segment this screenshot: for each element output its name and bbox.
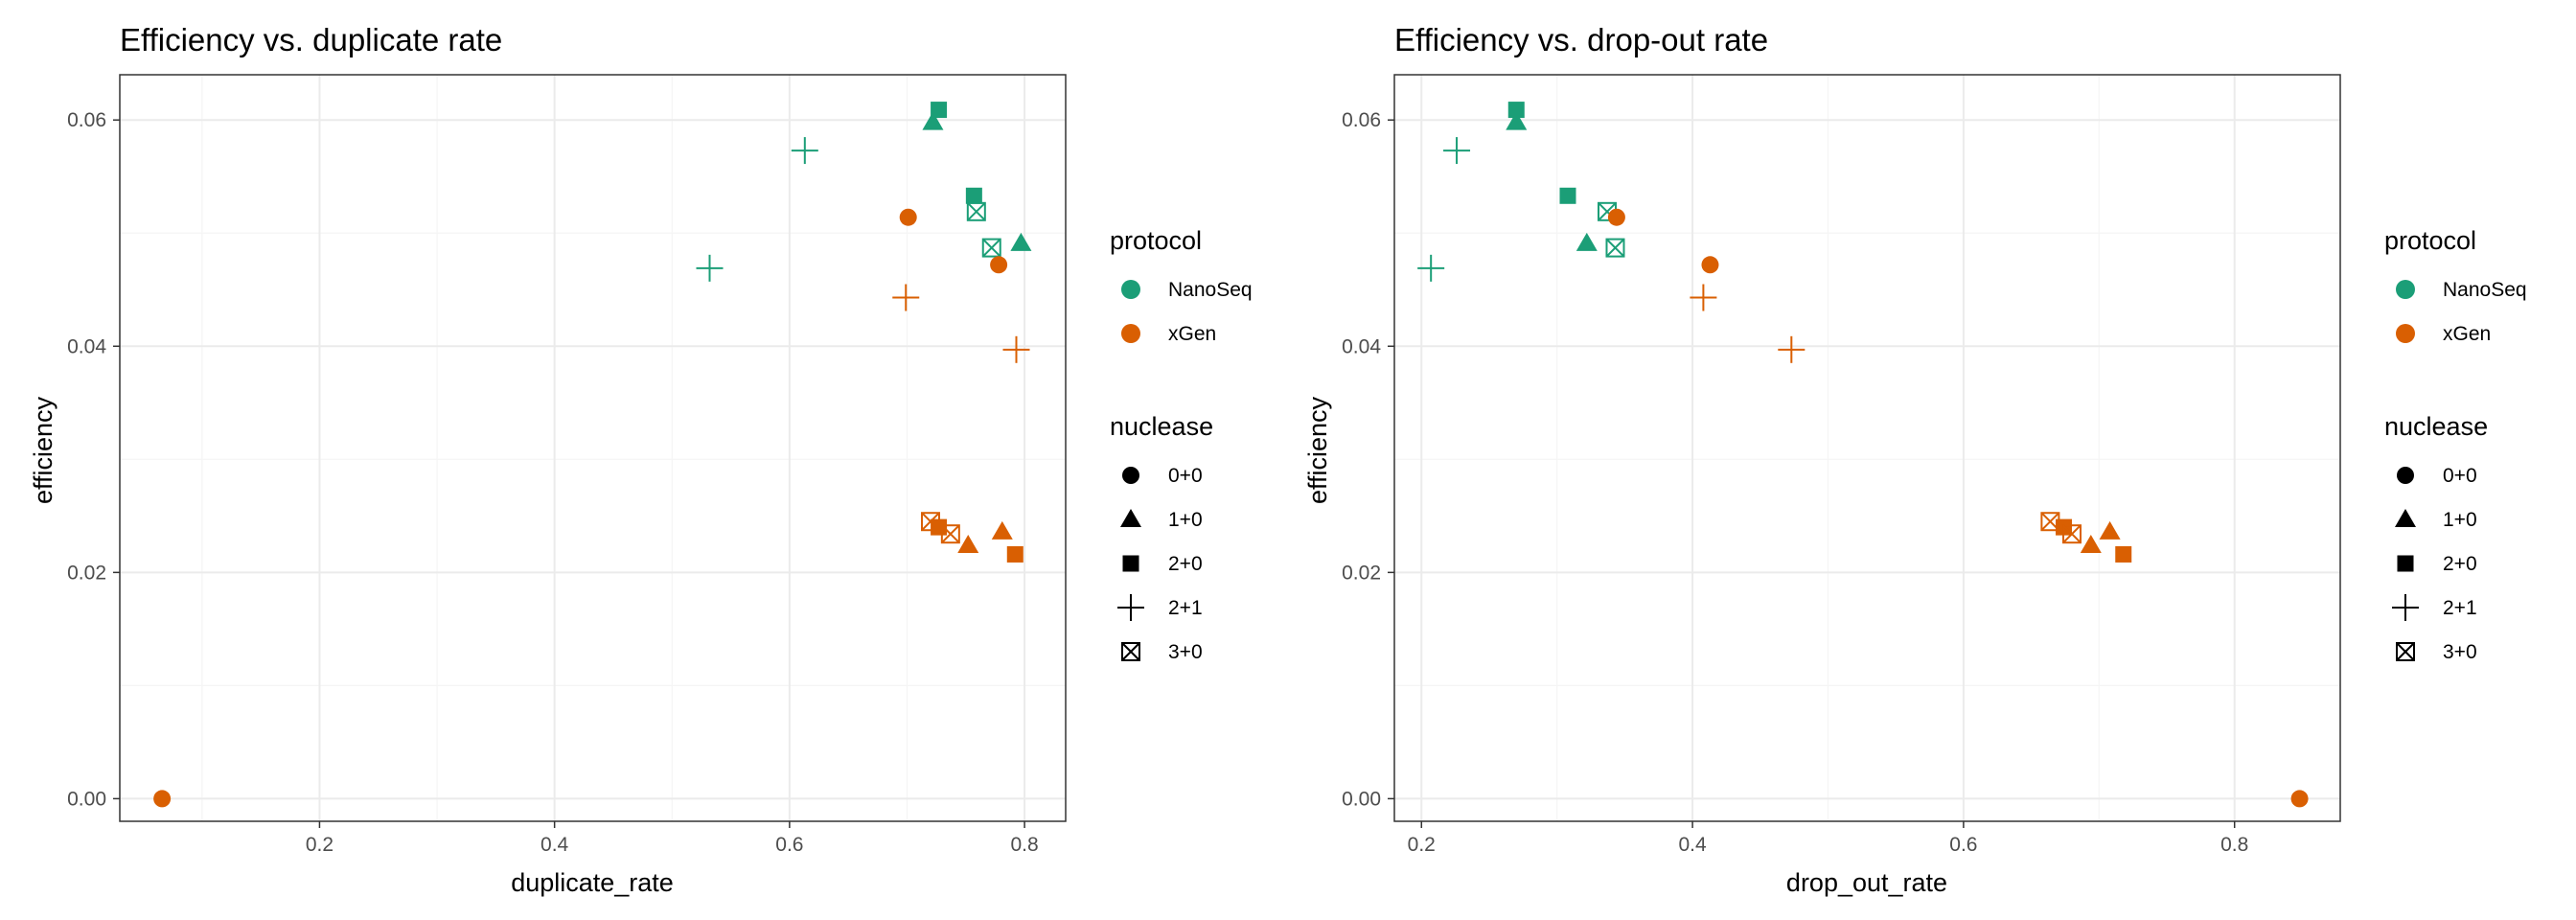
data-point: [1010, 232, 1032, 251]
legend-label: NanoSeq: [1168, 279, 1253, 301]
data-point: [1002, 335, 1030, 363]
panel-title: Efficiency vs. duplicate rate: [120, 22, 502, 58]
data-point: [981, 238, 1001, 258]
legend-key-0-0: [1122, 467, 1139, 484]
legend-key-nanoseq: [1121, 280, 1140, 299]
y-tick-label: 0.00: [1342, 788, 1381, 810]
data-point: [696, 254, 724, 282]
legend-label: 0+0: [1168, 465, 1203, 487]
data-point: [1690, 284, 1717, 311]
x-axis-title: duplicate_rate: [511, 868, 674, 897]
x-tick-label: 0.6: [1949, 834, 1977, 856]
legend-key-xgen: [2396, 324, 2415, 343]
legend-label: 2+0: [1168, 553, 1203, 575]
data-point: [1701, 256, 1719, 274]
x-tick-label: 0.8: [2220, 834, 2248, 856]
x-tick-label: 0.4: [1678, 834, 1707, 856]
data-point: [2080, 535, 2102, 554]
data-point: [965, 187, 982, 204]
y-tick-label: 0.02: [1342, 562, 1381, 584]
panel-border: [1393, 74, 2341, 822]
x-tick-label: 0.6: [775, 834, 803, 856]
data-point: [791, 137, 818, 165]
x-tick-label: 0.2: [1408, 834, 1436, 856]
legend-key-xgen: [1121, 324, 1140, 343]
legend-key-2-0: [1122, 555, 1139, 572]
data-point: [966, 201, 986, 221]
data-point: [1417, 254, 1445, 282]
legend-title-protocol: protocol: [2384, 226, 2476, 255]
y-tick-label: 0.00: [67, 788, 106, 810]
data-point: [1607, 208, 1625, 226]
legend-label: 1+0: [1168, 509, 1203, 531]
data-point: [957, 535, 979, 554]
legend-key-3-0: [1121, 642, 1140, 661]
data-point: [153, 790, 172, 808]
x-tick-label: 0.2: [306, 834, 334, 856]
legend-label: 3+0: [1168, 641, 1203, 663]
data-point: [922, 111, 944, 130]
data-point: [2099, 520, 2121, 540]
legend-label: 2+1: [1168, 597, 1203, 619]
legend-label: 1+0: [2443, 509, 2477, 531]
legend-label: 3+0: [2443, 641, 2477, 663]
dropout-rate-panel: Efficiency vs. drop-out rate 0.2 0.4 0.6 0.…: [1303, 22, 2527, 897]
legend-label: 2+0: [2443, 553, 2477, 575]
data-point: [931, 102, 948, 119]
legend-label: NanoSeq: [2443, 279, 2527, 301]
legend-key-3-0: [2396, 642, 2415, 661]
legend-label: 0+0: [2443, 465, 2477, 487]
panel-border: [119, 74, 1067, 822]
data-point: [892, 284, 920, 311]
duplicate-rate-panel: Efficiency vs. duplicate rate 0.2 0.4 0.6 0…: [29, 22, 1253, 897]
legend-key-1-0: [1120, 509, 1141, 527]
data-point: [991, 520, 1013, 540]
legend-key-2-0: [2397, 555, 2414, 572]
y-tick-label: 0.04: [1342, 335, 1381, 357]
data-point: [940, 524, 960, 544]
y-tick-label: 0.06: [67, 109, 106, 131]
data-point: [1506, 111, 1528, 130]
legend-key-nanoseq: [2396, 280, 2415, 299]
data-point: [2290, 790, 2309, 808]
legend-key-2-1: [1117, 594, 1144, 621]
data-point: [1443, 137, 1471, 165]
data-point: [1778, 335, 1806, 363]
data-point: [1559, 187, 1576, 204]
panel-title: Efficiency vs. drop-out rate: [1394, 22, 1768, 58]
legend: protocol NanoSeq xGen nuclease 0+0 1+0 2+0 2…: [2384, 226, 2527, 663]
data-point: [1006, 545, 1024, 563]
data-point: [1576, 232, 1598, 251]
legend-label: 2+1: [2443, 597, 2477, 619]
legend-key-0-0: [2397, 467, 2414, 484]
data-point: [2062, 524, 2082, 544]
y-tick-label: 0.06: [1342, 109, 1381, 131]
legend-title-nuclease: nuclease: [2384, 412, 2488, 441]
legend-key-2-1: [2392, 594, 2419, 621]
data-point: [2115, 545, 2132, 563]
y-axis-title: efficiency: [1303, 396, 1332, 504]
y-tick-label: 0.04: [67, 335, 106, 357]
y-axis-title: efficiency: [29, 396, 58, 504]
legend-label: xGen: [2443, 323, 2491, 345]
data-point: [1605, 238, 1625, 258]
legend: protocol NanoSeq xGen nuclease 0+0 1+0 2+0 2…: [1110, 226, 1253, 663]
data-point: [899, 208, 917, 226]
legend-title-nuclease: nuclease: [1110, 412, 1213, 441]
legend-label: xGen: [1168, 323, 1216, 345]
y-tick-label: 0.02: [67, 562, 106, 584]
x-tick-label: 0.8: [1010, 834, 1038, 856]
data-point: [990, 256, 1008, 274]
legend-title-protocol: protocol: [1110, 226, 1202, 255]
x-axis-title: drop_out_rate: [1786, 868, 1947, 897]
data-point: [1507, 102, 1525, 119]
x-tick-label: 0.4: [540, 834, 569, 856]
legend-key-1-0: [2395, 509, 2416, 527]
